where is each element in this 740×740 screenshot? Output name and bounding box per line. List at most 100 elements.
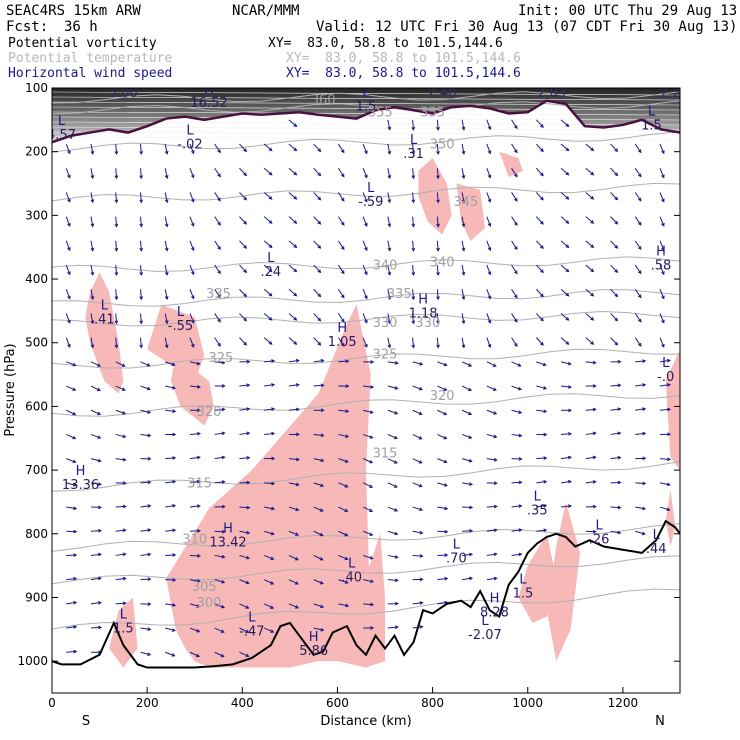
wind-vector: [362, 337, 368, 348]
wind-vector-head: [487, 343, 492, 348]
wind-vector-head: [518, 456, 523, 461]
wind-vector: [264, 482, 275, 485]
wind-vector: [634, 337, 642, 347]
wind-vector: [239, 408, 250, 411]
wind-vector: [436, 289, 439, 300]
wind-vector: [337, 143, 345, 153]
wind-vector-head: [614, 172, 619, 177]
wind-vector: [263, 603, 274, 609]
wind-vector: [338, 579, 349, 584]
wind-vector: [165, 361, 175, 366]
wind-vector: [263, 579, 274, 585]
wind-vector-head: [487, 271, 492, 276]
wind-vector: [387, 361, 398, 364]
wind-vector-head: [614, 293, 619, 298]
wind-vector: [486, 313, 491, 323]
wind-vector: [387, 458, 398, 464]
wind-vector-head: [270, 629, 275, 633]
wind-vector-head: [419, 507, 424, 512]
wind-vector: [115, 313, 118, 324]
wind-vector: [313, 530, 323, 536]
wind-vector: [115, 458, 126, 461]
wind-vector: [486, 143, 491, 154]
wind-vector-head: [487, 174, 492, 179]
wind-vector: [412, 554, 423, 557]
x-tick-label: 200: [136, 696, 159, 710]
wind-vector-head: [122, 411, 127, 415]
wind-vector: [412, 385, 423, 390]
wind-vector-head: [540, 317, 544, 322]
top-pv-label: 2.03: [537, 86, 566, 101]
wind-vector: [338, 530, 348, 536]
wind-vector-head: [217, 270, 221, 275]
wind-vector-head: [364, 247, 368, 252]
wind-vector-head: [172, 603, 177, 607]
theta-label: 335: [387, 287, 412, 302]
wind-vector: [635, 506, 646, 510]
wind-vector-head: [164, 296, 169, 301]
endpoint-south: S: [82, 714, 90, 729]
wind-vector: [288, 603, 299, 609]
wind-vector: [659, 482, 670, 486]
wind-vector: [436, 119, 439, 130]
wind-vector-head: [164, 199, 169, 204]
wind-vector-head: [393, 460, 398, 464]
wind-vector-head: [567, 361, 572, 366]
wind-vector: [90, 577, 101, 581]
wind-vector-head: [436, 320, 440, 325]
wind-vector-head: [394, 601, 399, 606]
field-name-wind: Horizontal wind speed: [8, 66, 173, 81]
wind-vector-head: [191, 222, 195, 227]
wind-vector: [90, 337, 94, 348]
wind-vector: [90, 289, 94, 300]
wind-vector-head: [196, 384, 201, 389]
wind-vector: [90, 361, 101, 367]
wind-vector: [288, 458, 299, 461]
wind-vector: [288, 554, 299, 561]
wind-vector-head: [614, 196, 619, 201]
theta-label: 355: [368, 106, 393, 121]
pv-extremum-value: 1.05: [328, 335, 357, 350]
wind-vector: [164, 264, 168, 275]
wind-vector-head: [642, 431, 647, 436]
wind-vector: [511, 288, 518, 298]
wind-vector-head: [139, 296, 144, 301]
wind-vector-head: [518, 552, 523, 557]
valid-time: Valid: 12 UTC Fri 30 Aug 13 (07 CDT Fri …: [316, 19, 738, 35]
wind-vector-head: [191, 198, 195, 203]
wind-vector: [635, 530, 646, 535]
wind-vector: [288, 119, 297, 127]
wind-vector: [139, 240, 142, 251]
wind-vector-head: [171, 362, 176, 367]
wind-vector: [511, 481, 522, 484]
init-time: Init: 00 UTC Thu 29 Aug 13: [518, 3, 738, 19]
wind-vector: [214, 530, 225, 533]
wind-vector-head: [293, 292, 298, 297]
wind-vector-head: [270, 506, 276, 511]
wind-vector: [659, 168, 665, 178]
wind-vector-head: [518, 410, 523, 414]
wind-vector-head: [73, 649, 78, 654]
wind-vector-head: [469, 505, 474, 510]
wind-vector-head: [543, 479, 548, 484]
wind-vector-head: [122, 504, 127, 509]
wind-vector-head: [344, 484, 349, 488]
wind-vector: [139, 143, 142, 155]
wind-vector: [610, 264, 618, 273]
wind-vector-head: [592, 529, 597, 534]
wind-vector: [313, 216, 321, 225]
wind-vector: [239, 603, 249, 609]
wind-vector: [659, 458, 671, 460]
wind-vector-head: [221, 579, 226, 584]
wind-vector: [535, 288, 544, 297]
wind-vector-head: [245, 555, 251, 560]
pv-extremum-value: .44: [646, 542, 667, 557]
wind-vector-head: [436, 151, 440, 156]
wind-vector-head: [67, 150, 71, 155]
wind-vector-head: [317, 341, 322, 346]
wind-vector-head: [418, 436, 423, 440]
wind-vector: [214, 167, 221, 177]
wind-vector: [362, 192, 368, 202]
wind-vector-head: [514, 294, 518, 299]
